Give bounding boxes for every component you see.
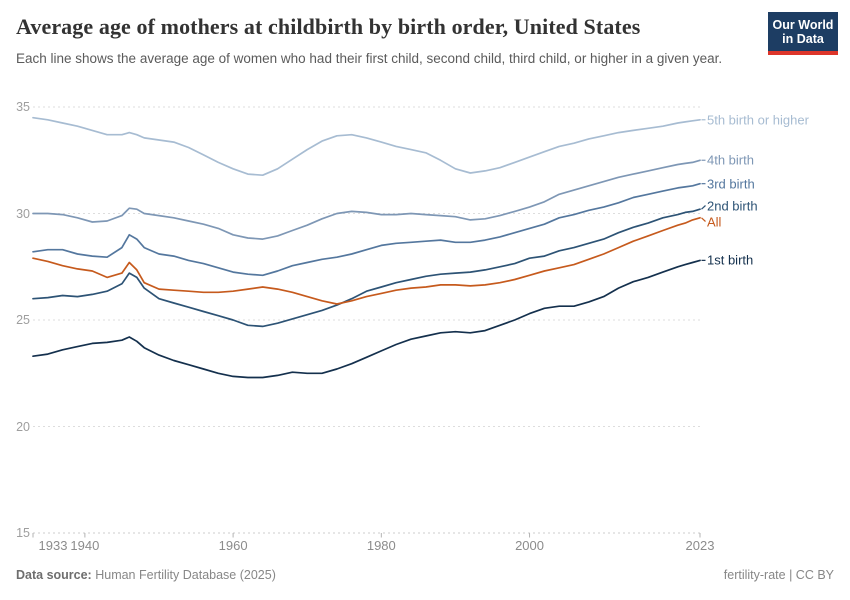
x-axis-label: 1933	[38, 538, 68, 553]
data-source-value: Human Fertility Database (2025)	[95, 568, 276, 582]
owid-logo-line1: Our World	[772, 18, 834, 32]
line-2nd-birth[interactable]	[32, 208, 701, 328]
x-axis-label: 2000	[515, 538, 544, 553]
y-axis-label: 15	[16, 526, 30, 540]
series-label-2nd-birth[interactable]: 2nd birth	[707, 198, 758, 213]
chart-subtitle: Each line shows the average age of women…	[16, 51, 723, 66]
series-label-all[interactable]: All	[707, 214, 722, 229]
page-title: Average age of mothers at childbirth by …	[16, 14, 641, 39]
y-axis-label: 25	[16, 313, 30, 327]
license-note[interactable]: fertility-rate | CC BY	[723, 568, 834, 582]
y-axis-label: 30	[16, 206, 30, 221]
x-axis-label: 1980	[366, 538, 396, 553]
series-label-5th-birth-or-higher[interactable]: 5th birth or higher	[707, 112, 809, 128]
x-axis-label: 2023	[685, 538, 715, 553]
line-1st-birth[interactable]	[32, 259, 701, 379]
series-label-leader	[701, 205, 706, 210]
series-label-3rd-birth[interactable]: 3rd birth	[707, 176, 755, 192]
owid-logo[interactable]: Our World in Data	[768, 12, 838, 55]
series-label-1st-birth[interactable]: 1st birth	[707, 252, 754, 268]
series-label-4th-birth[interactable]: 4th birth	[707, 152, 754, 168]
owid-logo-line2: in Data	[782, 32, 824, 46]
x-axis-label: 1960	[218, 538, 248, 553]
line-4th-birth[interactable]	[32, 159, 701, 240]
line-all[interactable]	[32, 216, 701, 305]
data-source-label: Data source:	[16, 568, 92, 582]
series-label-leader	[701, 217, 706, 222]
line-5th-birth-or-higher[interactable]	[32, 116, 701, 177]
y-axis-label: 35	[16, 100, 30, 114]
data-source-note: Data source: Human Fertility Database (2…	[16, 568, 276, 582]
chart-footer: Data source: Human Fertility Database (2…	[0, 568, 850, 592]
y-axis-label: 20	[16, 419, 30, 434]
x-axis-label: 1940	[70, 538, 100, 553]
line-3rd-birth[interactable]	[32, 182, 701, 277]
